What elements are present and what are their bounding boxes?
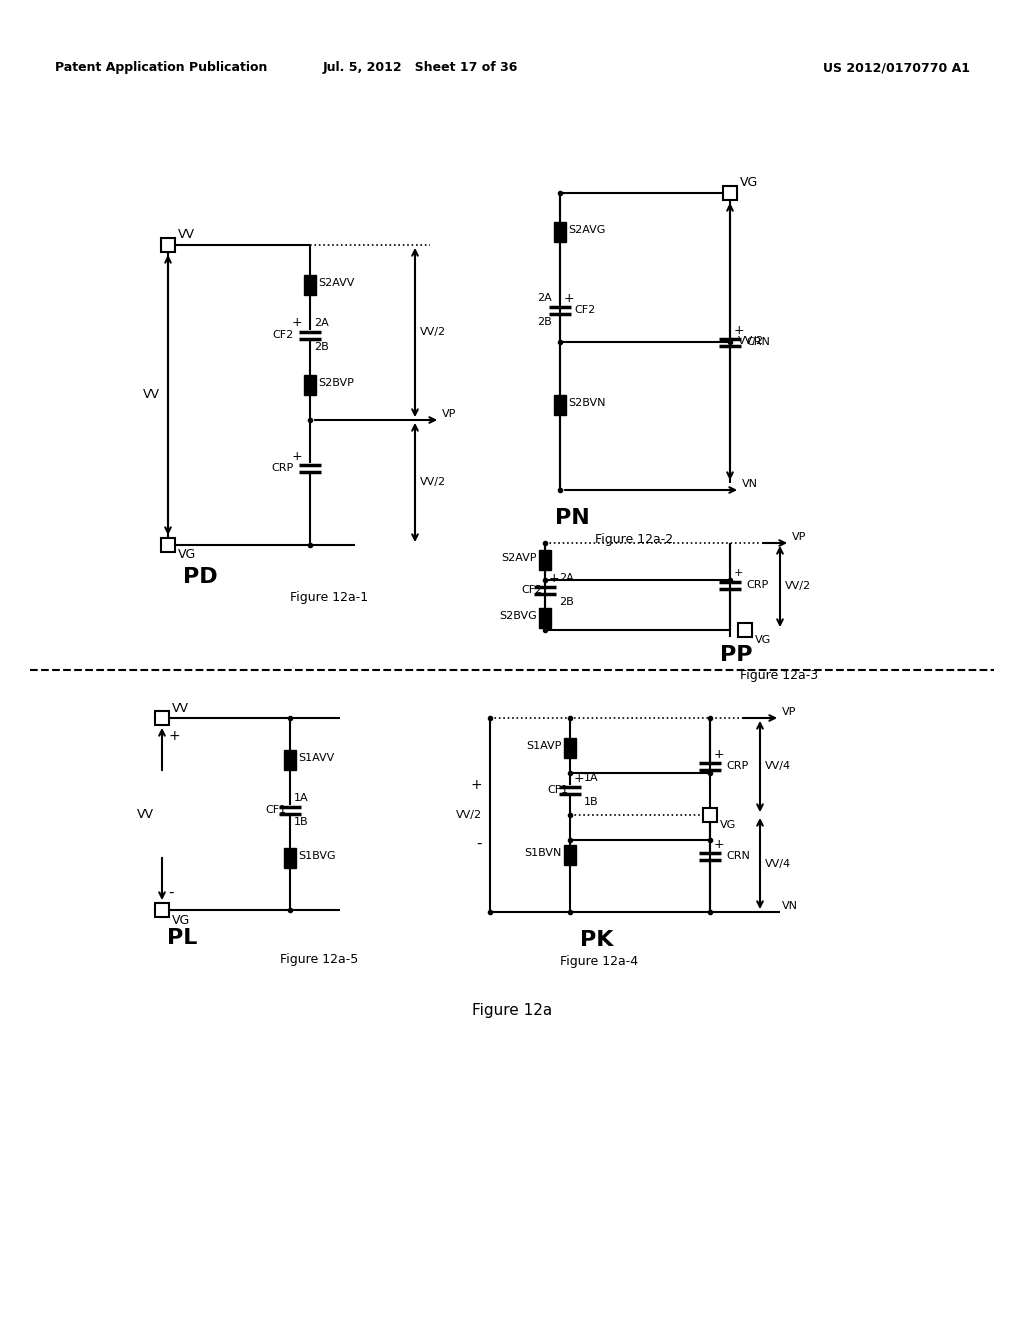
Text: -: - bbox=[168, 884, 173, 899]
Text: US 2012/0170770 A1: US 2012/0170770 A1 bbox=[823, 62, 970, 74]
Text: CRP: CRP bbox=[726, 762, 749, 771]
Text: VV: VV bbox=[143, 388, 160, 401]
Bar bbox=[284, 847, 296, 869]
Text: CF1: CF1 bbox=[547, 785, 568, 795]
Text: +: + bbox=[714, 747, 725, 760]
Text: VV: VV bbox=[178, 228, 195, 242]
Text: 2A: 2A bbox=[538, 293, 552, 304]
Text: +: + bbox=[734, 568, 743, 578]
Text: VP: VP bbox=[442, 409, 457, 418]
Text: VN: VN bbox=[742, 479, 758, 488]
Bar bbox=[161, 539, 175, 552]
Text: Figure 12a-4: Figure 12a-4 bbox=[560, 956, 638, 969]
Text: VP: VP bbox=[782, 708, 797, 717]
Text: Figure 12a-5: Figure 12a-5 bbox=[280, 953, 358, 966]
Text: +: + bbox=[470, 777, 482, 792]
Text: +: + bbox=[564, 292, 574, 305]
Bar bbox=[564, 738, 575, 758]
Text: VV/4: VV/4 bbox=[765, 858, 792, 869]
Text: CRN: CRN bbox=[726, 851, 750, 861]
Text: 1A: 1A bbox=[584, 774, 599, 783]
Text: -: - bbox=[476, 836, 482, 850]
Text: S1BVG: S1BVG bbox=[298, 851, 336, 861]
Text: CRP: CRP bbox=[271, 463, 294, 473]
Bar bbox=[723, 186, 737, 201]
Text: S2AVG: S2AVG bbox=[568, 224, 605, 235]
Text: CF2: CF2 bbox=[522, 585, 543, 595]
Text: VG: VG bbox=[720, 820, 736, 830]
Text: S2BVP: S2BVP bbox=[318, 378, 354, 388]
Text: +: + bbox=[734, 323, 744, 337]
Text: VP: VP bbox=[792, 532, 806, 543]
Text: VV/2: VV/2 bbox=[456, 810, 482, 820]
Text: 2B: 2B bbox=[559, 597, 573, 607]
Text: Patent Application Publication: Patent Application Publication bbox=[55, 62, 267, 74]
Bar bbox=[304, 275, 316, 294]
Text: VV/2: VV/2 bbox=[420, 478, 446, 487]
Text: 2A: 2A bbox=[559, 573, 573, 583]
Text: VV/4: VV/4 bbox=[765, 762, 792, 771]
Bar bbox=[554, 222, 566, 242]
Text: +: + bbox=[714, 837, 725, 850]
Text: PD: PD bbox=[183, 568, 218, 587]
Text: +: + bbox=[292, 450, 302, 462]
Text: CRP: CRP bbox=[746, 579, 768, 590]
Bar bbox=[539, 550, 551, 570]
Bar bbox=[155, 903, 169, 917]
Text: VV/2: VV/2 bbox=[420, 327, 446, 338]
Bar bbox=[738, 623, 752, 638]
Bar bbox=[284, 750, 296, 770]
Text: VG: VG bbox=[740, 177, 758, 190]
Text: CF1: CF1 bbox=[265, 805, 286, 814]
Text: VV/2: VV/2 bbox=[785, 582, 811, 591]
Text: 2B: 2B bbox=[314, 342, 329, 352]
Text: PL: PL bbox=[167, 928, 198, 948]
Text: 2B: 2B bbox=[538, 317, 552, 327]
Text: S2BVG: S2BVG bbox=[500, 611, 537, 620]
Text: Figure 12a: Figure 12a bbox=[472, 1002, 552, 1018]
Text: 1A: 1A bbox=[294, 793, 308, 803]
Text: +: + bbox=[292, 317, 302, 330]
Bar bbox=[155, 711, 169, 725]
Text: S2AVV: S2AVV bbox=[318, 279, 354, 288]
Text: Figure 12a-3: Figure 12a-3 bbox=[740, 668, 818, 681]
Text: +: + bbox=[574, 771, 585, 784]
Text: +: + bbox=[549, 572, 560, 585]
Text: PP: PP bbox=[720, 645, 753, 665]
Text: VV/2: VV/2 bbox=[738, 337, 764, 346]
Bar bbox=[539, 609, 551, 628]
Bar bbox=[304, 375, 316, 395]
Text: S2BVN: S2BVN bbox=[568, 399, 605, 408]
Text: VG: VG bbox=[178, 549, 197, 561]
Text: S1AVV: S1AVV bbox=[298, 752, 334, 763]
Bar bbox=[564, 845, 575, 865]
Bar bbox=[703, 808, 717, 822]
Text: Figure 12a-2: Figure 12a-2 bbox=[595, 533, 673, 546]
Text: 1B: 1B bbox=[294, 817, 308, 828]
Bar bbox=[554, 395, 566, 414]
Text: PK: PK bbox=[580, 931, 613, 950]
Text: CF2: CF2 bbox=[574, 305, 595, 315]
Text: Jul. 5, 2012   Sheet 17 of 36: Jul. 5, 2012 Sheet 17 of 36 bbox=[323, 62, 518, 74]
Text: Figure 12a-1: Figure 12a-1 bbox=[290, 590, 368, 603]
Text: 2A: 2A bbox=[314, 318, 329, 327]
Text: CRN: CRN bbox=[746, 337, 770, 347]
Text: VN: VN bbox=[782, 902, 798, 911]
Text: VV: VV bbox=[172, 701, 189, 714]
Text: PN: PN bbox=[555, 508, 590, 528]
Text: VV: VV bbox=[137, 808, 154, 821]
Text: S1BVN: S1BVN bbox=[524, 847, 562, 858]
Text: +: + bbox=[168, 729, 179, 743]
Bar bbox=[161, 238, 175, 252]
Text: S2AVP: S2AVP bbox=[502, 553, 537, 564]
Text: 1B: 1B bbox=[584, 797, 599, 807]
Text: VG: VG bbox=[755, 635, 771, 645]
Text: VG: VG bbox=[172, 913, 190, 927]
Text: S1AVP: S1AVP bbox=[526, 741, 562, 751]
Text: CF2: CF2 bbox=[272, 330, 294, 341]
